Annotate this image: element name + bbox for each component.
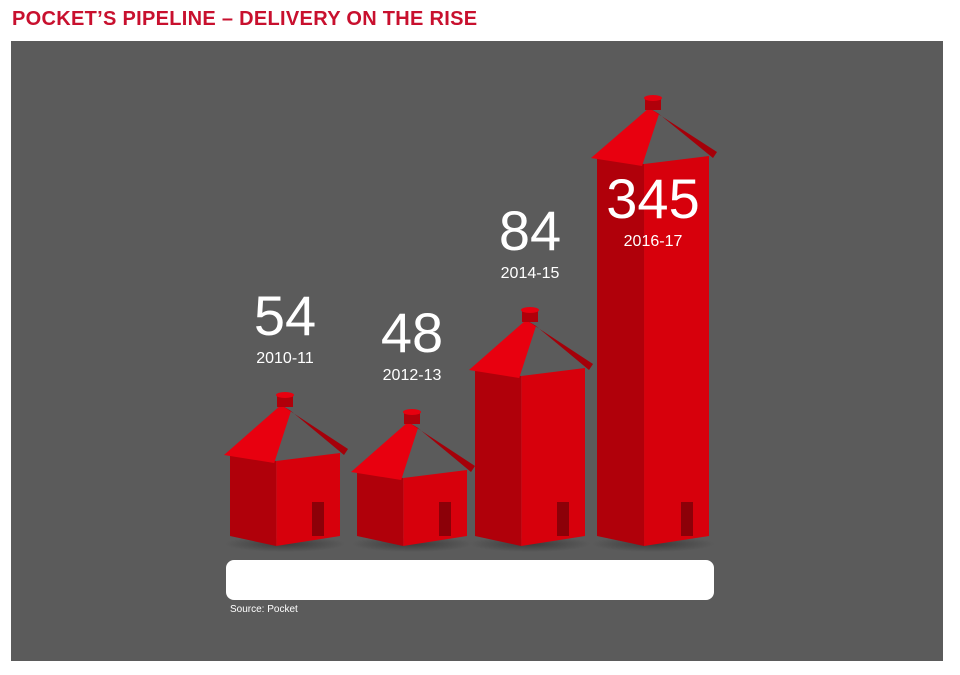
bar-side-wall xyxy=(230,453,277,546)
bar-category-label: 2016-17 xyxy=(624,233,683,250)
bar-value-label: 345 xyxy=(606,167,699,230)
bar-door xyxy=(439,502,451,536)
bar-chimney-top xyxy=(644,95,662,101)
bar-chimney-top xyxy=(521,307,539,313)
bar-front-wall xyxy=(403,470,467,546)
house-bar-2010-11: 54 2010-11 xyxy=(224,284,348,552)
bar-roof-left xyxy=(224,405,291,463)
house-bar-2016-17: 345 2016-17 xyxy=(591,95,717,552)
bar-value-label: 54 xyxy=(254,284,316,347)
bar-side-wall xyxy=(357,470,404,546)
bar-roof-left xyxy=(591,108,659,166)
bar-door xyxy=(681,502,693,536)
bar-roof-right xyxy=(408,422,475,472)
chart-panel xyxy=(11,41,943,661)
bar-category-label: 2010-11 xyxy=(256,350,314,367)
house-bar-2014-15: 84 2014-15 xyxy=(469,199,593,552)
bar-door xyxy=(557,502,569,536)
bar-chimney xyxy=(277,395,293,407)
source-note: Source: Pocket xyxy=(230,604,298,615)
bar-chimney xyxy=(522,310,538,322)
bar-chimney xyxy=(404,412,420,424)
bar-chimney xyxy=(645,98,661,110)
bar-category-label: 2014-15 xyxy=(501,265,560,282)
bar-front-wall xyxy=(521,368,585,546)
bar-front-wall xyxy=(276,453,340,546)
bar-category-label: 2012-13 xyxy=(383,367,442,384)
footer-bar xyxy=(226,560,714,600)
house-bar-2012-13: 48 2012-13 xyxy=(351,301,475,552)
bar-chimney-top xyxy=(276,392,294,398)
bar-chimney-top xyxy=(403,409,421,415)
bar-roof-left xyxy=(351,422,418,480)
bar-roof-left xyxy=(469,320,536,378)
bar-roof-right xyxy=(649,108,717,158)
bar-door xyxy=(312,502,324,536)
bar-roof-right xyxy=(526,320,593,370)
bar-front-wall xyxy=(644,156,709,546)
bar-side-wall xyxy=(475,368,522,546)
bar-roof-right xyxy=(281,405,348,455)
page-title: POCKET’S PIPELINE – DELIVERY ON THE RISE xyxy=(12,8,478,30)
bar-value-label: 48 xyxy=(381,301,443,364)
bar-side-wall xyxy=(597,156,645,546)
bar-value-label: 84 xyxy=(499,199,561,262)
